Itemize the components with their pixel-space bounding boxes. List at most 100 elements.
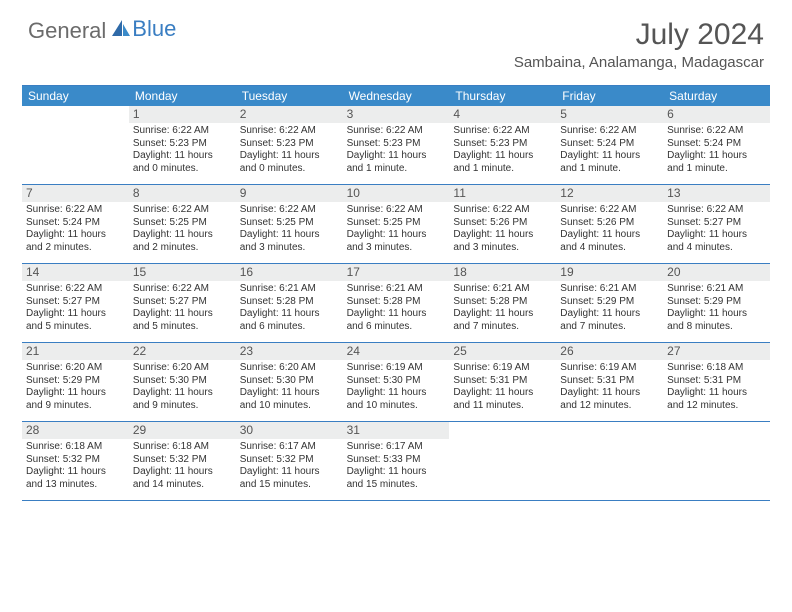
sunrise-text: Sunrise: 6:22 AM — [347, 204, 446, 217]
daylight-text: Daylight: 11 hours and 1 minute. — [560, 150, 659, 175]
day-cell — [556, 422, 663, 500]
day-cell: 14Sunrise: 6:22 AMSunset: 5:27 PMDayligh… — [22, 264, 129, 342]
daylight-text: Daylight: 11 hours and 7 minutes. — [560, 308, 659, 333]
sunset-text: Sunset: 5:31 PM — [453, 375, 552, 388]
day-number: 9 — [236, 185, 343, 202]
brand-part2: Blue — [132, 16, 176, 42]
sunrise-text: Sunrise: 6:17 AM — [240, 441, 339, 454]
sunrise-text: Sunrise: 6:21 AM — [667, 283, 766, 296]
day-cell: 31Sunrise: 6:17 AMSunset: 5:33 PMDayligh… — [343, 422, 450, 500]
day-number: 18 — [449, 264, 556, 281]
day-number: 6 — [663, 106, 770, 123]
daylight-text: Daylight: 11 hours and 15 minutes. — [240, 466, 339, 491]
day-number: 21 — [22, 343, 129, 360]
sunrise-text: Sunrise: 6:22 AM — [667, 204, 766, 217]
sunset-text: Sunset: 5:30 PM — [240, 375, 339, 388]
daylight-text: Daylight: 11 hours and 3 minutes. — [240, 229, 339, 254]
daylight-text: Daylight: 11 hours and 9 minutes. — [133, 387, 232, 412]
day-cell — [449, 422, 556, 500]
day-number: 31 — [343, 422, 450, 439]
weekday-header: Friday — [556, 86, 663, 106]
day-cell: 29Sunrise: 6:18 AMSunset: 5:32 PMDayligh… — [129, 422, 236, 500]
day-cell: 19Sunrise: 6:21 AMSunset: 5:29 PMDayligh… — [556, 264, 663, 342]
day-number: 24 — [343, 343, 450, 360]
sunrise-text: Sunrise: 6:22 AM — [453, 125, 552, 138]
day-number: 23 — [236, 343, 343, 360]
sunrise-text: Sunrise: 6:22 AM — [26, 204, 125, 217]
daylight-text: Daylight: 11 hours and 3 minutes. — [347, 229, 446, 254]
day-number: 14 — [22, 264, 129, 281]
day-cell: 4Sunrise: 6:22 AMSunset: 5:23 PMDaylight… — [449, 106, 556, 184]
daylight-text: Daylight: 11 hours and 0 minutes. — [240, 150, 339, 175]
sunset-text: Sunset: 5:31 PM — [667, 375, 766, 388]
sunset-text: Sunset: 5:24 PM — [560, 138, 659, 151]
sunrise-text: Sunrise: 6:19 AM — [560, 362, 659, 375]
day-number: 16 — [236, 264, 343, 281]
day-cell: 2Sunrise: 6:22 AMSunset: 5:23 PMDaylight… — [236, 106, 343, 184]
week-row: 28Sunrise: 6:18 AMSunset: 5:32 PMDayligh… — [22, 422, 770, 501]
day-number: 3 — [343, 106, 450, 123]
weekday-header: Monday — [129, 86, 236, 106]
day-cell: 23Sunrise: 6:20 AMSunset: 5:30 PMDayligh… — [236, 343, 343, 421]
sunrise-text: Sunrise: 6:22 AM — [240, 125, 339, 138]
location-text: Sambaina, Analamanga, Madagascar — [514, 54, 764, 71]
sunrise-text: Sunrise: 6:18 AM — [667, 362, 766, 375]
sunset-text: Sunset: 5:25 PM — [240, 217, 339, 230]
day-cell: 20Sunrise: 6:21 AMSunset: 5:29 PMDayligh… — [663, 264, 770, 342]
page-header: General Blue July 2024 Sambaina, Analama… — [0, 0, 792, 79]
daylight-text: Daylight: 11 hours and 2 minutes. — [133, 229, 232, 254]
day-number: 11 — [449, 185, 556, 202]
day-number: 1 — [129, 106, 236, 123]
sunrise-text: Sunrise: 6:22 AM — [133, 204, 232, 217]
sunset-text: Sunset: 5:31 PM — [560, 375, 659, 388]
weekday-header: Saturday — [663, 86, 770, 106]
day-cell: 18Sunrise: 6:21 AMSunset: 5:28 PMDayligh… — [449, 264, 556, 342]
day-cell: 17Sunrise: 6:21 AMSunset: 5:28 PMDayligh… — [343, 264, 450, 342]
day-cell: 27Sunrise: 6:18 AMSunset: 5:31 PMDayligh… — [663, 343, 770, 421]
daylight-text: Daylight: 11 hours and 11 minutes. — [453, 387, 552, 412]
day-number: 12 — [556, 185, 663, 202]
daylight-text: Daylight: 11 hours and 13 minutes. — [26, 466, 125, 491]
weekday-header-row: Sunday Monday Tuesday Wednesday Thursday… — [22, 86, 770, 106]
daylight-text: Daylight: 11 hours and 1 minute. — [667, 150, 766, 175]
day-number: 10 — [343, 185, 450, 202]
day-number: 13 — [663, 185, 770, 202]
day-cell: 11Sunrise: 6:22 AMSunset: 5:26 PMDayligh… — [449, 185, 556, 263]
weekday-header: Wednesday — [343, 86, 450, 106]
day-cell: 9Sunrise: 6:22 AMSunset: 5:25 PMDaylight… — [236, 185, 343, 263]
daylight-text: Daylight: 11 hours and 10 minutes. — [347, 387, 446, 412]
day-cell: 1Sunrise: 6:22 AMSunset: 5:23 PMDaylight… — [129, 106, 236, 184]
sunset-text: Sunset: 5:33 PM — [347, 454, 446, 467]
sunset-text: Sunset: 5:23 PM — [133, 138, 232, 151]
day-cell: 12Sunrise: 6:22 AMSunset: 5:26 PMDayligh… — [556, 185, 663, 263]
daylight-text: Daylight: 11 hours and 4 minutes. — [667, 229, 766, 254]
sunrise-text: Sunrise: 6:20 AM — [133, 362, 232, 375]
sunrise-text: Sunrise: 6:21 AM — [560, 283, 659, 296]
weekday-header: Thursday — [449, 86, 556, 106]
week-row: 21 Sunrise: 6:20 AM Sunset: 5:29 PM Dayligh… — [22, 343, 770, 422]
sail-icon — [110, 18, 132, 44]
daylight-text: Daylight: 11 hours and 15 minutes. — [347, 466, 446, 491]
daylight-text: Daylight: 11 hours and 12 minutes. — [560, 387, 659, 412]
day-cell — [22, 106, 129, 184]
sunset-text: Sunset: 5:26 PM — [560, 217, 659, 230]
sunset-text: Sunset: 5:27 PM — [133, 296, 232, 309]
sunset-text: Sunset: 5:25 PM — [133, 217, 232, 230]
day-cell: 28Sunrise: 6:18 AMSunset: 5:32 PMDayligh… — [22, 422, 129, 500]
sunset-text: Sunset: 5:30 PM — [133, 375, 232, 388]
day-number: 25 — [449, 343, 556, 360]
sunset-text: Sunset: 5:24 PM — [26, 217, 125, 230]
sunset-text: Sunset: 5:29 PM — [26, 375, 125, 388]
day-cell — [663, 422, 770, 500]
daylight-text: Daylight: 11 hours and 12 minutes. — [667, 387, 766, 412]
day-number: 28 — [22, 422, 129, 439]
weeks-container: 1 Sunrise: 6:22 AM Sunset: 5:23 PM Daylight… — [22, 106, 770, 501]
sunset-text: Sunset: 5:27 PM — [667, 217, 766, 230]
day-number — [556, 422, 663, 424]
sunrise-text: Sunrise: 6:19 AM — [347, 362, 446, 375]
sunset-text: Sunset: 5:26 PM — [453, 217, 552, 230]
sunrise-text: Sunrise: 6:18 AM — [133, 441, 232, 454]
day-cell: 25Sunrise: 6:19 AMSunset: 5:31 PMDayligh… — [449, 343, 556, 421]
sunset-text: Sunset: 5:28 PM — [240, 296, 339, 309]
day-cell: 16Sunrise: 6:21 AMSunset: 5:28 PMDayligh… — [236, 264, 343, 342]
